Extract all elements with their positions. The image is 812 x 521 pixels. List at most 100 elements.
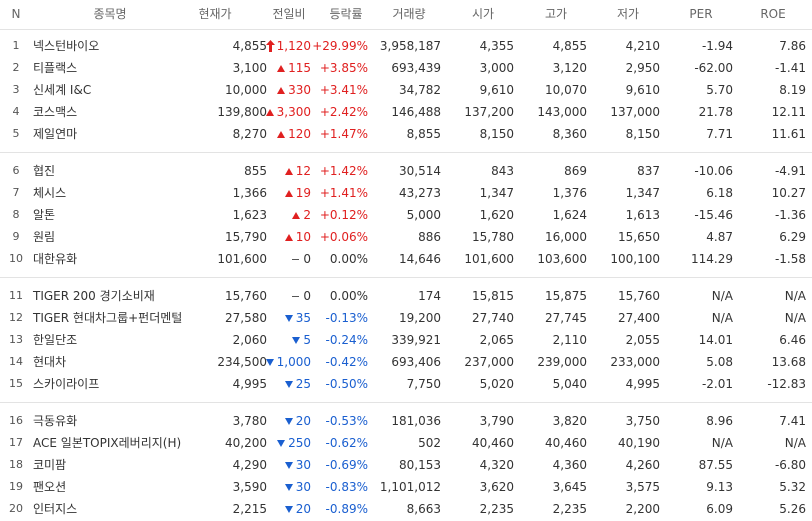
row-number: 11 bbox=[9, 289, 23, 302]
stock-name[interactable]: 제일연마 bbox=[33, 127, 78, 141]
cell-value: -0.13% bbox=[325, 311, 368, 325]
cell-value: 237,000 bbox=[464, 355, 514, 369]
cell-value: -0.24% bbox=[325, 333, 368, 347]
stock-name[interactable]: 체시스 bbox=[33, 186, 67, 200]
cell-value: 5,000 bbox=[406, 208, 441, 222]
stock-name[interactable]: 대한유화 bbox=[33, 252, 78, 266]
stock-name[interactable]: 극동유화 bbox=[33, 414, 78, 428]
stock-name[interactable]: 현대차 bbox=[33, 355, 67, 369]
stock-name[interactable]: 협진 bbox=[33, 164, 56, 178]
stock-name[interactable]: 스카이라이프 bbox=[33, 377, 100, 391]
row-number: 12 bbox=[9, 311, 23, 324]
change-icon bbox=[292, 295, 300, 297]
change-cell: 30 bbox=[241, 455, 311, 475]
cell-value: 3,820 bbox=[552, 414, 587, 428]
change-icon bbox=[284, 505, 293, 513]
cell-value: 19,200 bbox=[399, 311, 441, 325]
stock-name[interactable]: 한일단조 bbox=[33, 333, 78, 347]
cell-value: 87.55 bbox=[698, 458, 733, 472]
change-value: 19 bbox=[295, 186, 311, 200]
change-value: 12 bbox=[295, 164, 311, 178]
change-icon bbox=[277, 439, 286, 447]
column-header: PER bbox=[689, 7, 713, 21]
row-number: 17 bbox=[9, 436, 23, 449]
limit-up-arrow bbox=[265, 40, 275, 52]
cell-value: 3,790 bbox=[479, 414, 514, 428]
cell-value: 27,400 bbox=[618, 311, 660, 325]
cell-value: -0.50% bbox=[325, 377, 368, 391]
stock-name[interactable]: TIGER 현대차그룹+펀더멘털 bbox=[33, 311, 183, 325]
change-icon bbox=[284, 189, 293, 197]
cell-value: 9,610 bbox=[625, 83, 660, 97]
cell-value: 7.86 bbox=[779, 39, 806, 53]
cell-value: 2,060 bbox=[232, 333, 267, 347]
cell-value: 4,290 bbox=[232, 458, 267, 472]
cell-value: +1.47% bbox=[319, 127, 368, 141]
cell-value: 11.61 bbox=[771, 127, 806, 141]
cell-value: 3,645 bbox=[552, 480, 587, 494]
cell-value: -1.58 bbox=[774, 252, 806, 266]
cell-value: N/A bbox=[711, 289, 733, 303]
cell-value: 4,260 bbox=[625, 458, 660, 472]
change-cell: 3,300 bbox=[241, 102, 311, 122]
stock-name[interactable]: 팬오션 bbox=[33, 480, 67, 494]
cell-value: 15,760 bbox=[225, 289, 267, 303]
column-header: 현재가 bbox=[198, 7, 232, 21]
change-value: 25 bbox=[295, 377, 311, 391]
cell-value: -0.42% bbox=[325, 355, 368, 369]
cell-value: 233,000 bbox=[610, 355, 660, 369]
cell-value: 3,780 bbox=[232, 414, 267, 428]
cell-value: 100,100 bbox=[610, 252, 660, 266]
cell-value: 174 bbox=[418, 289, 441, 303]
change-value: 20 bbox=[295, 414, 311, 428]
row-number: 7 bbox=[12, 186, 20, 199]
stock-name[interactable]: 신세계 I&C bbox=[33, 83, 92, 97]
stock-name[interactable]: 티플랙스 bbox=[33, 61, 78, 75]
cell-value: 1,623 bbox=[232, 208, 267, 222]
stock-name[interactable]: 원림 bbox=[33, 230, 56, 244]
cell-value: 6.46 bbox=[779, 333, 806, 347]
cell-value: N/A bbox=[784, 436, 806, 450]
row-number: 18 bbox=[9, 458, 23, 471]
cell-value: 5,040 bbox=[552, 377, 587, 391]
stock-name[interactable]: ACE 일본TOPIX레버리지(H) bbox=[33, 436, 182, 450]
cell-value: -6.80 bbox=[774, 458, 806, 472]
cell-value: -4.91 bbox=[774, 164, 806, 178]
cell-value: 1,376 bbox=[552, 186, 587, 200]
stock-name[interactable]: 코미팜 bbox=[33, 458, 67, 472]
stock-name[interactable]: 코스맥스 bbox=[33, 105, 78, 119]
change-icon bbox=[277, 64, 286, 72]
cell-value: 2,065 bbox=[479, 333, 514, 347]
cell-value: 15,790 bbox=[225, 230, 267, 244]
cell-value: 9,610 bbox=[479, 83, 514, 97]
cell-value: 1,101,012 bbox=[379, 480, 441, 494]
cell-value: N/A bbox=[784, 311, 806, 325]
change-value: 30 bbox=[295, 480, 311, 494]
cell-value: 8,663 bbox=[406, 502, 441, 516]
change-icon bbox=[265, 40, 275, 52]
cell-value: 103,600 bbox=[537, 252, 587, 266]
stock-name[interactable]: 인터지스 bbox=[33, 502, 78, 516]
change-cell: 2 bbox=[241, 205, 311, 225]
change-cell: 120 bbox=[241, 124, 311, 144]
row-number: 15 bbox=[9, 377, 23, 390]
cell-value: +29.99% bbox=[312, 39, 368, 53]
stock-name[interactable]: TIGER 200 경기소비재 bbox=[33, 289, 155, 303]
cell-value: 14,646 bbox=[399, 252, 441, 266]
stock-name[interactable]: 알톤 bbox=[33, 208, 56, 222]
cell-value: N/A bbox=[784, 289, 806, 303]
cell-value: 43,273 bbox=[399, 186, 441, 200]
cell-value: 4,210 bbox=[625, 39, 660, 53]
cell-value: 15,875 bbox=[545, 289, 587, 303]
cell-value: 13.68 bbox=[771, 355, 806, 369]
stock-name[interactable]: 넥스턴바이오 bbox=[33, 39, 100, 53]
cell-value: +2.42% bbox=[319, 105, 368, 119]
cell-value: 80,153 bbox=[399, 458, 441, 472]
cell-value: 4,995 bbox=[232, 377, 267, 391]
cell-value: -62.00 bbox=[694, 61, 733, 75]
cell-value: 3,120 bbox=[552, 61, 587, 75]
cell-value: +0.06% bbox=[319, 230, 368, 244]
change-cell: 330 bbox=[241, 80, 311, 100]
cell-value: 3,620 bbox=[479, 480, 514, 494]
cell-value: 5.26 bbox=[779, 502, 806, 516]
